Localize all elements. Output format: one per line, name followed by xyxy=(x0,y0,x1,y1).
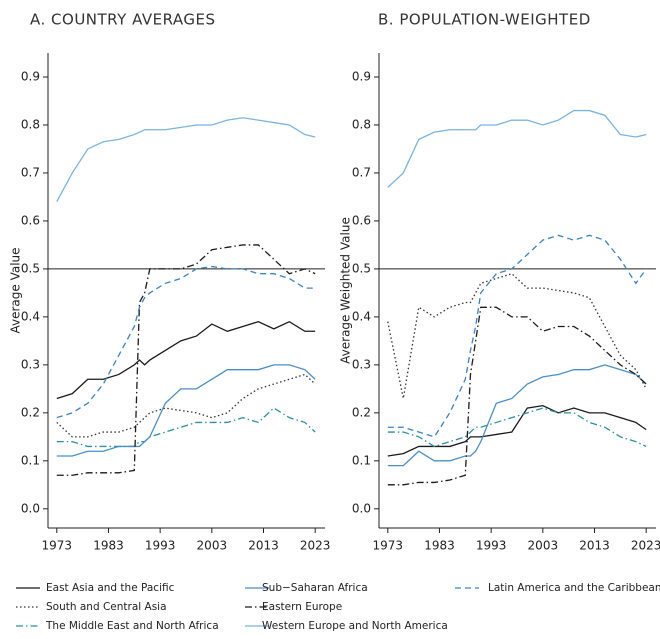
y-tick-label: 0.7 xyxy=(352,165,371,179)
y-tick-label: 0.3 xyxy=(352,357,371,371)
chart-title: A. COUNTRY AVERAGES xyxy=(30,11,216,29)
legend-label: Sub−Saharan Africa xyxy=(262,582,368,594)
x-tick-label: 1973 xyxy=(373,539,404,553)
y-tick-label: 0.7 xyxy=(21,165,40,179)
y-tick-label: 0.1 xyxy=(352,453,371,467)
series-line xyxy=(56,320,316,400)
series-line xyxy=(387,109,647,188)
legend-label: South and Central Asia xyxy=(46,601,167,613)
series-line xyxy=(387,306,647,486)
y-tick-label: 0.1 xyxy=(21,453,40,467)
series-line xyxy=(387,364,647,467)
x-tick-label: 2003 xyxy=(528,539,559,553)
series-line xyxy=(387,234,647,438)
x-tick-label: 2023 xyxy=(300,539,331,553)
y-axis-label: Average Value xyxy=(9,247,23,333)
legend-label: Western Europe and North America xyxy=(262,620,448,632)
y-tick-label: 0.8 xyxy=(352,117,371,131)
y-tick-label: 0.8 xyxy=(21,117,40,131)
y-tick-label: 0.6 xyxy=(352,213,371,227)
x-tick-label: 2013 xyxy=(579,539,610,553)
legend-label: Eastern Europe xyxy=(262,601,342,613)
series-line xyxy=(387,407,647,448)
y-tick-label: 0.2 xyxy=(21,405,40,419)
y-tick-label: 0.4 xyxy=(21,309,40,323)
x-tick-label: 2013 xyxy=(248,539,279,553)
series-line xyxy=(56,244,316,476)
y-tick-label: 0.2 xyxy=(352,405,371,419)
series-line xyxy=(387,404,647,457)
legend-label: East Asia and the Pacific xyxy=(46,582,175,594)
y-tick-label: 0.0 xyxy=(352,501,371,515)
series-line xyxy=(56,407,316,448)
x-tick-label: 1993 xyxy=(145,539,176,553)
y-tick-label: 0.5 xyxy=(352,261,371,275)
x-tick-label: 1993 xyxy=(476,539,507,553)
series-line xyxy=(56,265,316,419)
x-tick-label: 1983 xyxy=(424,539,455,553)
x-tick-label: 1983 xyxy=(93,539,124,553)
y-tick-label: 0.5 xyxy=(21,261,40,275)
legend-label: The Middle East and North Africa xyxy=(45,620,219,632)
y-tick-label: 0.3 xyxy=(21,357,40,371)
y-tick-label: 0.4 xyxy=(352,309,371,323)
series-line xyxy=(56,364,316,457)
x-tick-label: 2003 xyxy=(197,539,228,553)
series-line xyxy=(56,373,316,438)
series-line xyxy=(387,272,647,399)
y-axis-label: Average Weighted Value xyxy=(339,217,353,364)
series-line xyxy=(56,117,316,203)
y-tick-label: 0.0 xyxy=(21,501,40,515)
legend-label: Latin America and the Caribbean xyxy=(488,582,660,594)
y-tick-label: 0.6 xyxy=(21,213,40,227)
chart-title: B. POPULATION-WEIGHTED xyxy=(378,11,591,29)
x-tick-label: 1973 xyxy=(42,539,73,553)
y-tick-label: 0.9 xyxy=(21,69,40,83)
y-tick-label: 0.9 xyxy=(352,69,371,83)
x-tick-label: 2023 xyxy=(631,539,660,553)
